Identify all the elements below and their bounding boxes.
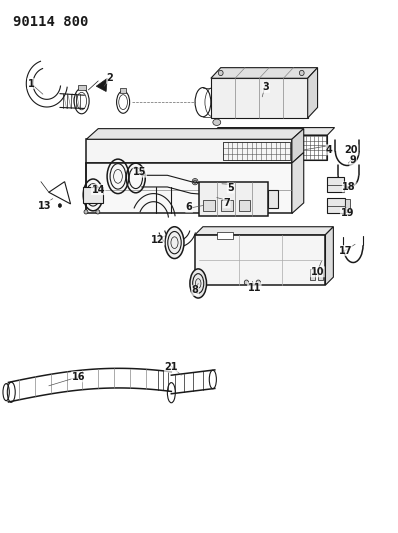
Ellipse shape: [190, 269, 207, 298]
Text: 18: 18: [342, 182, 356, 192]
Text: 8: 8: [191, 285, 199, 295]
Text: 21: 21: [165, 362, 178, 372]
Ellipse shape: [256, 280, 260, 285]
Ellipse shape: [220, 185, 223, 189]
Ellipse shape: [213, 119, 221, 125]
Bar: [120, 88, 126, 93]
Bar: [83, 187, 103, 203]
Polygon shape: [86, 163, 292, 214]
Polygon shape: [326, 227, 334, 285]
Polygon shape: [308, 68, 318, 118]
Text: 3: 3: [263, 82, 269, 92]
Text: 10: 10: [311, 267, 324, 277]
Ellipse shape: [192, 179, 198, 185]
Text: 11: 11: [248, 282, 261, 293]
Ellipse shape: [219, 70, 223, 76]
Polygon shape: [96, 78, 107, 92]
Text: 6: 6: [186, 202, 193, 212]
Text: 20: 20: [344, 145, 358, 155]
Text: 4: 4: [326, 145, 333, 155]
Text: 5: 5: [227, 183, 234, 193]
Bar: [318, 269, 323, 280]
Bar: [328, 177, 344, 192]
Text: 2: 2: [107, 73, 113, 83]
Text: 14: 14: [92, 184, 105, 195]
Polygon shape: [211, 127, 335, 135]
Polygon shape: [292, 152, 304, 214]
Bar: [211, 135, 328, 160]
Text: 16: 16: [72, 372, 85, 382]
Ellipse shape: [299, 70, 304, 76]
Bar: [211, 78, 308, 118]
Polygon shape: [195, 227, 334, 235]
Text: 90114 800: 90114 800: [13, 14, 89, 29]
Text: 13: 13: [38, 200, 52, 211]
Text: 15: 15: [133, 167, 146, 177]
Bar: [203, 200, 215, 211]
Text: 19: 19: [340, 208, 354, 219]
Bar: [345, 199, 350, 213]
Bar: [223, 142, 290, 160]
Ellipse shape: [244, 280, 249, 285]
Bar: [221, 200, 232, 211]
Text: 9: 9: [350, 156, 357, 165]
Polygon shape: [211, 68, 318, 78]
Text: 17: 17: [338, 246, 352, 256]
Bar: [328, 198, 345, 214]
Bar: [238, 200, 250, 211]
Bar: [254, 135, 326, 160]
Bar: [310, 269, 315, 280]
Ellipse shape: [84, 210, 88, 214]
Text: 1: 1: [27, 78, 34, 88]
Ellipse shape: [219, 184, 224, 190]
Text: 7: 7: [223, 198, 230, 208]
Ellipse shape: [58, 204, 61, 207]
Bar: [78, 85, 86, 90]
Bar: [217, 231, 232, 239]
Ellipse shape: [165, 227, 184, 259]
Polygon shape: [86, 139, 292, 163]
Text: 12: 12: [151, 235, 164, 245]
Bar: [199, 182, 268, 216]
Ellipse shape: [96, 210, 100, 214]
Bar: [195, 235, 326, 285]
Polygon shape: [292, 128, 304, 163]
Polygon shape: [86, 128, 304, 139]
Ellipse shape: [193, 180, 197, 183]
Bar: [268, 190, 278, 208]
